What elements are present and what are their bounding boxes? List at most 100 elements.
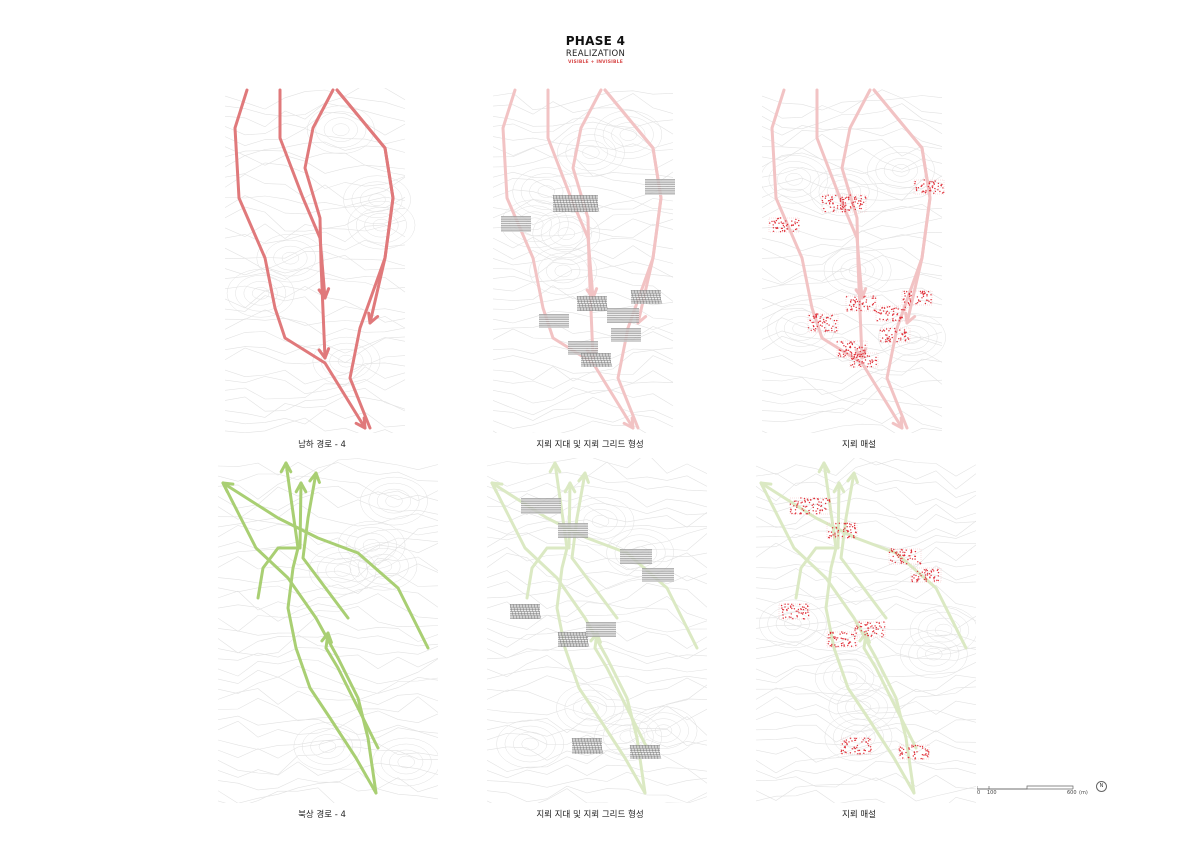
north-route-3-arrowhead [817,461,831,474]
caption-north-minefield-grid: 지뢰 지대 및 지뢰 그리드 형성 [536,810,644,820]
north-route-5-arrowhead [308,471,321,484]
phase-title: PHASE 4 [565,34,626,48]
north-route-3 [284,461,378,795]
panel-north-route [218,458,438,803]
north-route-5 [839,471,888,620]
minefield-grid-9 [580,352,613,368]
minefield-grid-6 [607,308,639,323]
caption-south-mine-laying: 지뢰 매설 [842,440,876,450]
phase-subtitle: REALIZATION [565,49,626,59]
contour-lines [487,458,707,803]
south-route-1-arrowhead [354,416,367,430]
minefield-grid-5 [509,603,542,620]
north-route-5 [570,471,619,620]
south-route-5 [872,88,932,430]
north-route-5-arrowhead [846,471,859,484]
south-route-1 [233,88,367,430]
scale-label-100: 100 [987,790,997,796]
mine-cluster-6 [826,631,858,648]
north-route-4-arrowhead [320,631,333,644]
south-route-5 [335,88,395,430]
contour-lines [225,88,416,433]
contour-lines [218,458,438,803]
mine-cluster-3 [913,179,945,195]
north-route-4-arrowhead [858,631,871,644]
north-route-5 [301,471,350,620]
minefield-grid-8 [568,341,598,355]
caption-north-route: 북상 경로 - 4 [298,810,346,820]
minefield-grid-4 [539,314,569,328]
south-route-1-arrowhead [622,416,635,430]
panel-north-mine-laying [756,458,976,803]
mine-cluster-8 [836,340,868,358]
mine-cluster-1 [789,497,831,515]
panel-south-mine-laying [762,88,946,433]
phase-tagline: VISIBLE + INVISIBLE [567,60,624,65]
title-block: PHASE 4 REALIZATION VISIBLE + INVISIBLE [0,34,1191,65]
south-route-4-arrowhead [367,311,380,325]
minefield-grid-1 [521,498,561,514]
minefield-grid-7 [586,622,616,637]
north-route-2 [759,481,968,650]
north-route-6-arrowhead [832,481,846,494]
panel-south-minefield-grid [493,88,675,433]
north-route-4 [324,631,380,750]
north-route-3-arrowhead [548,461,562,474]
north-route-6 [794,481,841,600]
north-route-3 [822,461,916,795]
mine-cluster-5 [778,603,810,620]
minefield-grid-8 [571,737,604,755]
north-route-3 [553,461,647,795]
mine-cluster-10 [879,327,911,343]
scale-label-0: 0 [977,790,981,796]
north-arrow-icon: N [1096,781,1107,792]
minefield-grid-3 [645,179,675,195]
minefield-grid-3 [620,549,652,564]
caption-south-route: 남하 경로 - 4 [298,440,346,450]
north-route-2 [221,481,430,650]
mine-cluster-2 [826,522,858,539]
south-route-1-arrowhead [891,416,904,430]
south-route-5 [603,88,663,430]
north-route-5-arrowhead [577,471,590,484]
panel-south-route [225,88,416,433]
minefield-grid-9 [629,744,662,760]
caption-north-mine-laying: 지뢰 매설 [842,810,876,820]
mine-cluster-2 [821,194,867,213]
north-route-4 [593,631,649,750]
mine-cluster-7 [854,621,886,638]
north-route-4 [862,631,918,750]
mine-cluster-4 [807,313,839,333]
caption-south-minefield-grid: 지뢰 지대 및 지뢰 그리드 형성 [536,440,644,450]
south-route-3 [571,88,603,360]
south-route-3 [303,88,335,360]
minefield-grid-5 [576,295,609,312]
mine-cluster-4 [910,567,942,583]
scale-label-unit: (m) [1079,790,1088,796]
mine-cluster-9 [849,352,879,368]
scale-label-600: 600 [1067,790,1077,796]
panel-north-minefield-grid [487,458,707,803]
north-route-6-arrowhead [294,481,308,494]
mine-cluster-8 [840,737,872,755]
north-route-6-arrowhead [563,481,577,494]
minefield-grid-10 [611,328,641,342]
scale-bar: 0 100 600 (m) [975,778,1105,798]
contour-lines [762,89,946,433]
mine-cluster-7 [901,290,933,306]
mine-cluster-9 [898,744,930,760]
minefield-grid-7 [630,289,663,305]
mine-cluster-1 [768,217,800,233]
minefield-grid-2 [558,523,588,538]
mine-cluster-3 [888,548,922,565]
north-route-6 [256,481,303,600]
mine-cluster-6 [875,305,907,322]
contour-lines [493,90,674,433]
mine-cluster-5 [845,295,877,312]
minefield-grid-4 [642,568,674,582]
north-route-3-arrowhead [279,461,293,474]
minefield-grid-6 [557,631,590,648]
minefield-grid-2 [552,194,600,213]
minefield-grid-1 [501,216,531,232]
south-route-1 [770,88,904,430]
